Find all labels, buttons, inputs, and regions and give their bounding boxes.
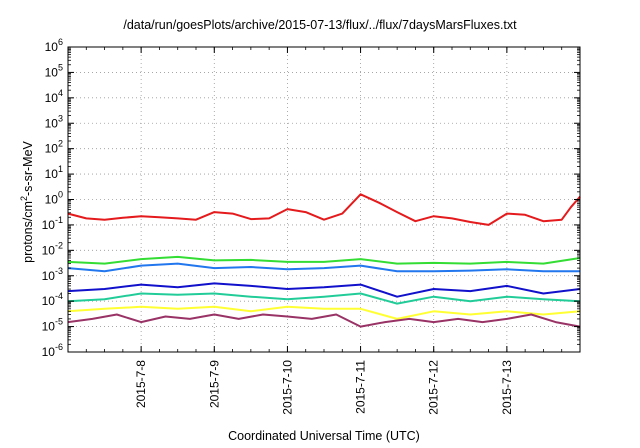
x-tick-label: 2015-7-11 bbox=[354, 360, 368, 414]
series-line-6 bbox=[67, 305, 581, 320]
y-tick-label: 103 bbox=[45, 113, 63, 130]
grid bbox=[68, 47, 580, 352]
y-tick-label: 104 bbox=[45, 88, 63, 105]
x-tick-label: 2015-7-12 bbox=[427, 360, 441, 415]
y-axis-label-part2: -s-sr-MeV bbox=[21, 141, 36, 196]
y-tick-label: 10-1 bbox=[42, 215, 63, 232]
tick-marks bbox=[67, 46, 581, 353]
chart-title: /data/run/goesPlots/archive/2015-07-13/f… bbox=[123, 18, 517, 32]
y-tick-label: 101 bbox=[45, 164, 63, 181]
y-axis-label-part1: protons/cm bbox=[21, 201, 36, 263]
series-line-2 bbox=[67, 255, 581, 265]
y-axis-label-sup: 2 bbox=[18, 196, 29, 202]
y-tick-label: 105 bbox=[45, 62, 63, 79]
y-tick-label: 10-6 bbox=[42, 342, 63, 359]
y-tick-label: 10-4 bbox=[42, 291, 63, 308]
series-line-1 bbox=[67, 193, 581, 226]
x-tick-label: 2015-7-13 bbox=[500, 360, 514, 415]
y-tick-labels: 10-6 10-5 10-4 10-3 10-2 10-1 100 101 102 103 104 1… bbox=[42, 37, 63, 359]
y-tick-label: 102 bbox=[45, 139, 63, 156]
y-tick-label: 10-2 bbox=[42, 240, 63, 257]
y-tick-label: 10-5 bbox=[42, 317, 63, 334]
x-tick-label: 2015-7-8 bbox=[134, 360, 148, 408]
series-line-5 bbox=[67, 292, 581, 305]
x-tick-label: 2015-7-9 bbox=[207, 360, 221, 408]
series-line-7 bbox=[67, 313, 581, 328]
x-tick-labels: 2015-7-8 2015-7-9 2015-7-10 2015-7-11 2015-7… bbox=[134, 360, 514, 415]
y-tick-label: 10-3 bbox=[42, 266, 63, 283]
y-tick-label: 106 bbox=[45, 37, 63, 54]
series-line-3 bbox=[67, 262, 580, 273]
series-line-4 bbox=[67, 282, 581, 298]
x-axis-label: Coordinated Universal Time (UTC) bbox=[228, 429, 420, 443]
y-axis-label: protons/cm2-s-sr-MeV bbox=[19, 141, 35, 263]
x-tick-label: 2015-7-10 bbox=[280, 360, 294, 415]
y-tick-label: 100 bbox=[45, 190, 63, 207]
series-group bbox=[67, 193, 581, 328]
